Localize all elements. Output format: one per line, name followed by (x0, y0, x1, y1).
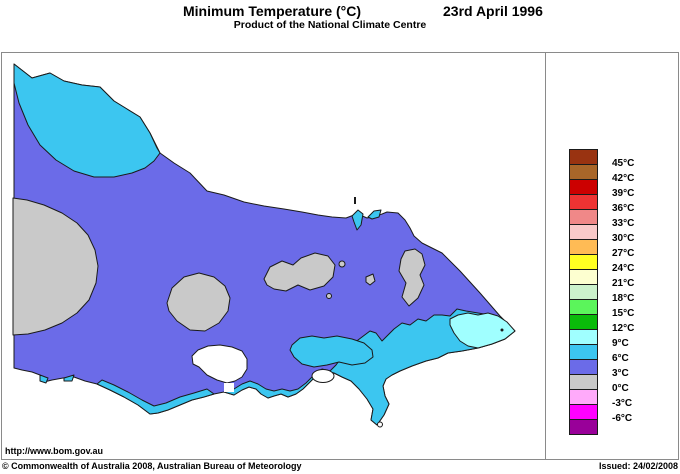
legend-swatch (569, 239, 598, 255)
page-title: Minimum Temperature (°C) (183, 3, 362, 19)
legend-label: 0°C (612, 383, 629, 394)
legend-swatch (569, 389, 598, 405)
legend-label: 45°C (612, 158, 635, 169)
legend-label: 21°C (612, 278, 635, 289)
region-murray-border-patch (351, 209, 382, 231)
legend-label: 39°C (612, 188, 635, 199)
legend-swatch (569, 314, 598, 330)
legend-label: 27°C (612, 248, 635, 259)
legend-label: 33°C (612, 218, 635, 229)
copyright-text: © Commonwealth of Australia 2008, Austra… (2, 461, 302, 471)
legend-label: 9°C (612, 338, 629, 349)
bay-entrance (224, 383, 234, 392)
legend-label: 42°C (612, 173, 635, 184)
region-grey-dot (326, 293, 332, 299)
legend-swatch (569, 164, 598, 180)
legend-label: 36°C (612, 203, 635, 214)
legend-label: -3°C (612, 398, 633, 409)
legend-swatch (569, 419, 598, 435)
legend-label: 3°C (612, 368, 629, 379)
legend-swatch (569, 179, 598, 195)
region-central-highlands (263, 252, 336, 292)
victoria-map (12, 63, 516, 428)
legend-label: 30°C (612, 233, 635, 244)
map-date: 23rd April 1996 (443, 3, 543, 19)
region-far-west (12, 197, 99, 336)
legend-swatch (569, 284, 598, 300)
legend-swatch (569, 269, 598, 285)
region-northwest-mallee (13, 63, 161, 178)
region-southwest-coast (39, 374, 215, 415)
legend-swatch (569, 254, 598, 270)
region-northeast-alps (365, 248, 426, 307)
legend-swatch (569, 404, 598, 420)
station-mark (354, 197, 356, 204)
region-grey-dot (338, 260, 346, 268)
legend-swatch (569, 209, 598, 225)
legend-swatch (569, 224, 598, 240)
legend-swatch (569, 374, 598, 390)
legend-swatch (569, 329, 598, 345)
legend-swatch (569, 299, 598, 315)
legend-swatch (569, 344, 598, 360)
bom-url: http://www.bom.gov.au (5, 446, 103, 456)
french-island (311, 369, 335, 383)
legend-label: 12°C (612, 323, 635, 334)
map-panel: 45°C 42°C 39°C 36°C 33°C 30°C 27°C 24°C 21°C 18°C… (1, 52, 679, 460)
wilsons-prom-tip (377, 421, 383, 428)
legend-label: 24°C (612, 263, 635, 274)
region-east-gippsland-coast (449, 312, 516, 349)
legend-label: 15°C (612, 308, 635, 319)
port-phillip-bay (191, 344, 248, 384)
region-central-highlands-west (166, 272, 231, 332)
legend-label: 6°C (612, 353, 629, 364)
legend-swatch (569, 149, 598, 165)
region-west-gippsland-hills (289, 335, 374, 368)
legend-divider (545, 53, 546, 459)
station-mark (500, 328, 504, 332)
legend-label: -6°C (612, 413, 633, 424)
issued-date: Issued: 24/02/2008 (598, 461, 678, 471)
legend-swatch (569, 194, 598, 210)
legend-swatch (569, 359, 598, 375)
temperature-legend: 45°C 42°C 39°C 36°C 33°C 30°C 27°C 24°C 21°C 18°C… (569, 149, 679, 439)
legend-label: 18°C (612, 293, 635, 304)
page-subtitle: Product of the National Climate Centre (233, 19, 427, 31)
